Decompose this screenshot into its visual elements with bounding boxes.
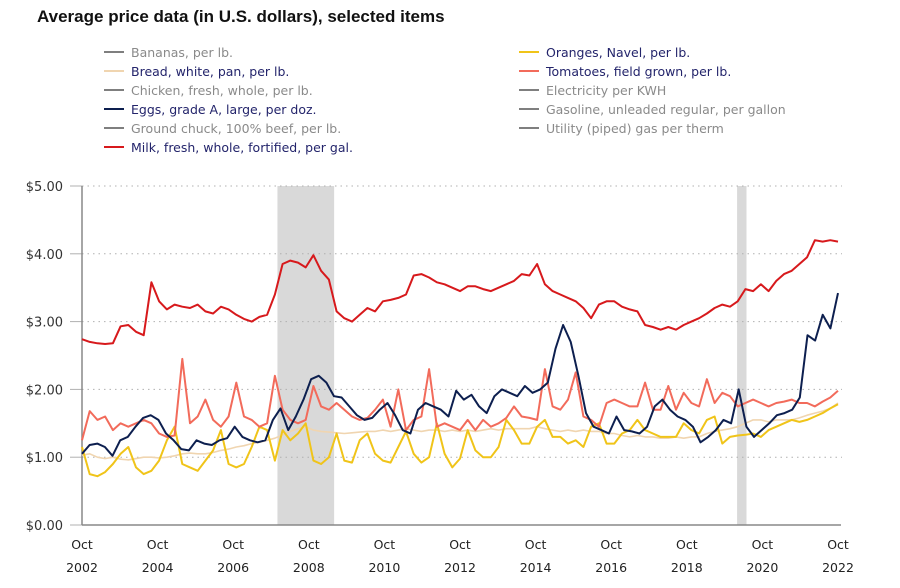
series-line-bread	[81, 402, 839, 461]
legend-swatch	[519, 89, 539, 91]
x-tick-month: Oct	[147, 537, 169, 552]
legend-swatch	[519, 70, 539, 72]
legend-item[interactable]: Milk, fresh, whole, fortified, per gal.	[104, 138, 353, 156]
x-tick-month: Oct	[298, 537, 320, 552]
legend-item[interactable]: Tomatoes, field grown, per lb.	[519, 62, 731, 80]
x-tick-month: Oct	[752, 537, 774, 552]
x-tick-year: 2014	[520, 560, 552, 575]
legend-label: Gasoline, unleaded regular, per gallon	[546, 101, 786, 117]
x-tick-year: 2012	[444, 560, 476, 575]
x-tick-month: Oct	[222, 537, 244, 552]
legend-label: Milk, fresh, whole, fortified, per gal.	[131, 139, 353, 155]
legend-label: Ground chuck, 100% beef, per lb.	[131, 120, 342, 136]
y-tick-label: $2.00	[26, 383, 63, 398]
x-tick-year: 2016	[595, 560, 627, 575]
legend-item[interactable]: Eggs, grade A, large, per doz.	[104, 100, 317, 118]
legend-label: Tomatoes, field grown, per lb.	[546, 63, 732, 79]
x-tick-year: 2008	[293, 560, 325, 575]
legend-item[interactable]: Ground chuck, 100% beef, per lb.	[104, 119, 341, 137]
legend-label: Eggs, grade A, large, per doz.	[131, 101, 317, 117]
x-tick-year: 2018	[671, 560, 703, 575]
x-tick-month: Oct	[374, 537, 396, 552]
legend-item[interactable]: Gasoline, unleaded regular, per gallon	[519, 100, 786, 118]
legend-swatch	[104, 127, 124, 129]
x-tick-month: Oct	[600, 537, 622, 552]
series-line-eggs	[81, 292, 839, 457]
legend-label: Bananas, per lb.	[131, 44, 233, 60]
x-tick-month: Oct	[71, 537, 93, 552]
legend-swatch	[519, 127, 539, 129]
legend-swatch	[104, 89, 124, 91]
legend-item[interactable]: Chicken, fresh, whole, per lb.	[104, 81, 313, 99]
legend-swatch	[519, 51, 539, 53]
series-line-oranges	[81, 403, 839, 478]
y-tick-label: $3.00	[26, 316, 63, 331]
x-tick-month: Oct	[676, 537, 698, 552]
chart-title: Average price data (in U.S. dollars), se…	[37, 7, 445, 26]
recession-band	[737, 186, 747, 525]
legend-label: Electricity per KWH	[546, 82, 667, 98]
legend-swatch	[104, 51, 124, 53]
x-tick-year: 2004	[142, 560, 174, 575]
x-tick-year: 2006	[217, 560, 249, 575]
legend-swatch	[104, 146, 124, 148]
series-line-tomatoes	[81, 357, 839, 441]
legend-label: Bread, white, pan, per lb.	[131, 63, 290, 79]
legend-item[interactable]: Electricity per KWH	[519, 81, 666, 99]
y-tick-label: $5.00	[26, 180, 63, 195]
legend-swatch	[519, 108, 539, 110]
x-tick-year: 2022	[822, 560, 854, 575]
x-tick-year: 2020	[746, 560, 778, 575]
legend-item[interactable]: Oranges, Navel, per lb.	[519, 43, 690, 61]
legend-label: Utility (piped) gas per therm	[546, 120, 724, 136]
x-tick-month: Oct	[449, 537, 471, 552]
legend-swatch	[104, 70, 124, 72]
x-tick-year: 2002	[66, 560, 98, 575]
y-tick-label: $1.00	[26, 451, 63, 466]
x-tick-month: Oct	[827, 537, 849, 552]
legend-item[interactable]: Utility (piped) gas per therm	[519, 119, 724, 137]
recession-band	[277, 186, 335, 525]
legend-item[interactable]: Bread, white, pan, per lb.	[104, 62, 289, 80]
legend-label: Chicken, fresh, whole, per lb.	[131, 82, 313, 98]
legend-item[interactable]: Bananas, per lb.	[104, 43, 233, 61]
series-line-milk	[81, 239, 839, 345]
y-tick-label: $4.00	[26, 248, 63, 263]
legend-swatch	[104, 108, 124, 110]
y-tick-label: $0.00	[26, 519, 63, 534]
legend-label: Oranges, Navel, per lb.	[546, 44, 691, 60]
x-tick-month: Oct	[525, 537, 547, 552]
x-tick-year: 2010	[368, 560, 400, 575]
